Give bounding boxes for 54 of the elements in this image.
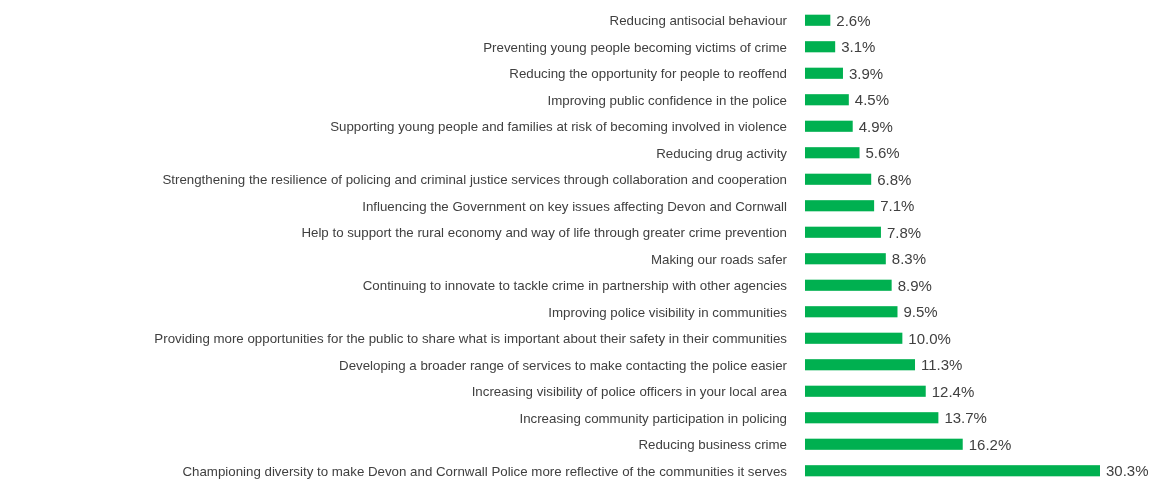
data-label: 6.8%	[877, 170, 912, 188]
y-tick-label: Making our roads safer	[651, 251, 788, 267]
data-label: 10.0%	[908, 329, 951, 347]
y-tick-label: Reducing antisocial behaviour	[609, 13, 788, 29]
bar	[805, 14, 831, 26]
bar	[805, 253, 886, 265]
bar	[805, 226, 881, 238]
bar	[805, 332, 903, 344]
data-label: 13.7%	[944, 409, 987, 427]
bar	[805, 438, 963, 450]
data-label: 16.2%	[968, 435, 1012, 453]
bar	[805, 359, 916, 371]
y-tick-label: Improving police visibility in communities	[548, 304, 788, 320]
y-tick-label: Developing a broader range of services to make contacting the police easier	[339, 357, 788, 373]
bar	[805, 94, 849, 106]
data-label: 12.4%	[931, 382, 975, 400]
data-label: 8.3%	[891, 250, 927, 268]
y-tick-label: Increasing visibility of police officers in your local area	[471, 384, 788, 400]
y-tick-label: Strengthening the resilience of policing and criminal justice services through collaboration and cooperation	[162, 172, 787, 188]
bar	[805, 173, 872, 185]
bar	[805, 412, 939, 424]
y-tick-label: Help to support the rural economy and way of life through greater crime prevention	[301, 225, 787, 241]
y-tick-label: Influencing the Government on key issues affecting Devon and Cornwall	[362, 198, 788, 214]
bar	[805, 200, 875, 212]
data-label: 4.5%	[854, 91, 890, 109]
data-label: 3.9%	[848, 64, 884, 82]
y-tick-label: Reducing business crime	[638, 437, 787, 453]
bar	[805, 306, 898, 318]
y-tick-label: Supporting young people and families at risk of becoming involved in violence	[330, 119, 787, 135]
data-label: 11.3%	[921, 356, 963, 374]
y-tick-label: Championing diversity to make Devon and Cornwall Police more reflective of the communities it serves	[182, 463, 788, 479]
bar	[805, 465, 1100, 477]
bar	[805, 41, 836, 53]
data-label: 2.6%	[836, 11, 871, 29]
data-label: 4.9%	[858, 117, 893, 135]
data-label: 9.5%	[903, 303, 938, 321]
y-tick-label: Reducing drug activity	[656, 145, 788, 161]
y-tick-label: Improving public confidence in the police	[547, 92, 787, 108]
y-tick-label: Providing more opportunities for the public to share what is important about their safety in their communities	[154, 331, 788, 347]
data-label: 7.1%	[880, 197, 915, 215]
bar	[805, 279, 892, 291]
bar	[805, 120, 853, 132]
y-tick-label: Continuing to innovate to tackle crime in partnership with other agencies	[362, 278, 788, 294]
y-tick-label: Increasing community participation in policing	[519, 410, 787, 426]
bar	[805, 147, 860, 159]
y-tick-label: Reducing the opportunity for people to reoffend	[509, 66, 787, 82]
data-label: 7.8%	[886, 223, 922, 241]
data-label: 30.3%	[1106, 462, 1149, 480]
bar	[805, 67, 843, 79]
data-label: 3.1%	[841, 38, 876, 56]
data-label: 8.9%	[897, 276, 932, 294]
y-tick-label: Preventing young people becoming victims of crime	[483, 39, 787, 55]
data-label: 5.6%	[865, 144, 900, 162]
bar	[805, 385, 926, 397]
